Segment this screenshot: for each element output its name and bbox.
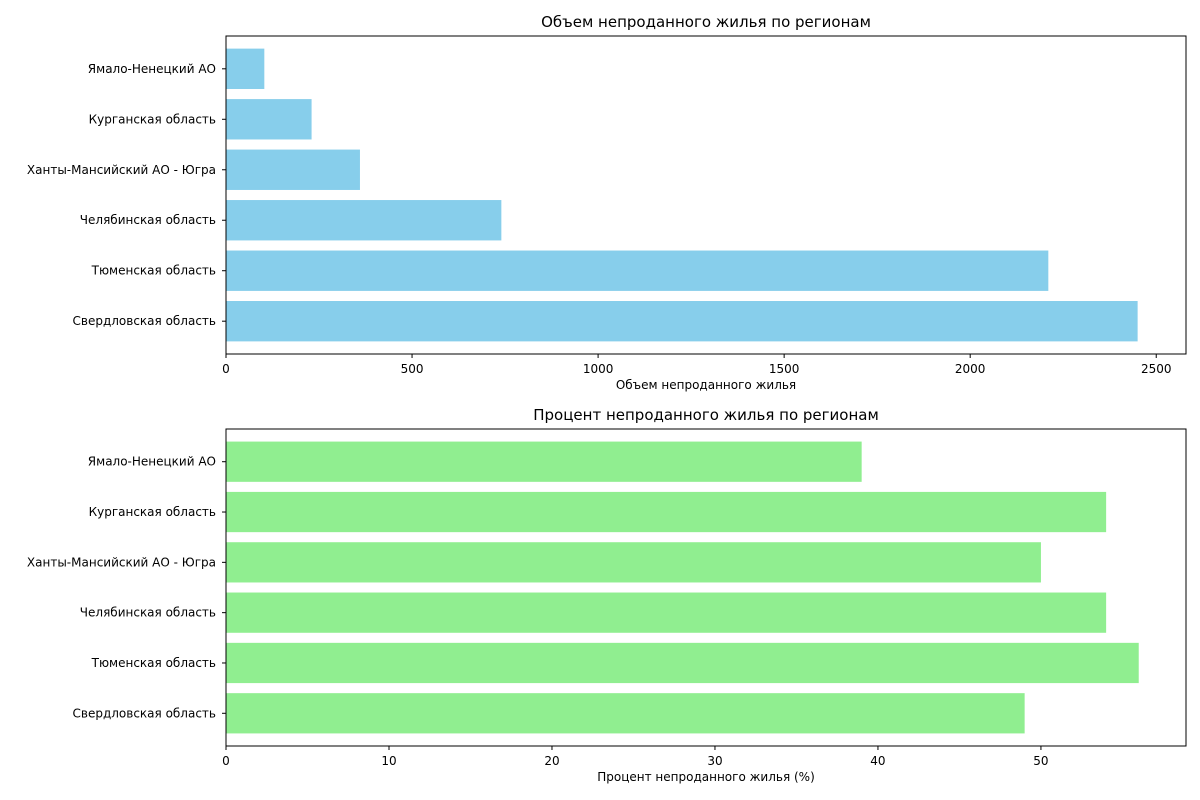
volume-x-ticks: 0 500 1000 1500 2000 2500	[222, 354, 1172, 376]
percent-x-ticks: 0 10 20 30 40 50	[222, 746, 1049, 768]
percent-x-tick-label-2: 20	[544, 754, 559, 768]
volume-bar-5	[226, 48, 265, 89]
volume-x-tick-label-1: 500	[401, 362, 424, 376]
percent-x-tick-label-3: 30	[707, 754, 722, 768]
volume-y-tick-label-4: Курганская область	[89, 112, 216, 126]
volume-bar-1	[226, 250, 1049, 291]
percent-x-axis-label: Процент непроданного жилья (%)	[597, 770, 815, 784]
percent-bars	[226, 441, 1139, 734]
percent-chart: Процент непроданного жилья по регионам С…	[27, 406, 1187, 784]
percent-y-ticks: Свердловская область Тюменская область Чел…	[27, 455, 226, 720]
volume-x-tick-label-2: 1000	[583, 362, 614, 376]
volume-y-ticks: Свердловская область Тюменская область Чел…	[27, 62, 226, 328]
percent-bar-5	[226, 441, 862, 482]
volume-y-tick-label-1: Тюменская область	[91, 264, 216, 278]
percent-bar-3	[226, 542, 1041, 583]
percent-y-tick-label-1: Тюменская область	[91, 656, 216, 670]
volume-x-axis-label: Объем непроданного жилья	[616, 378, 796, 392]
volume-bar-0	[226, 301, 1138, 342]
percent-x-tick-label-1: 10	[381, 754, 396, 768]
percent-bar-2	[226, 592, 1107, 633]
volume-x-tick-label-5: 2500	[1141, 362, 1172, 376]
percent-y-tick-label-5: Ямало-Ненецкий АО	[88, 455, 216, 469]
percent-bar-4	[226, 491, 1107, 533]
volume-x-tick-label-4: 2000	[955, 362, 986, 376]
volume-x-tick-label-0: 0	[222, 362, 230, 376]
percent-chart-title: Процент непроданного жилья по регионам	[533, 406, 879, 424]
percent-y-tick-label-3: Ханты-Мансийский АО - Югра	[27, 555, 216, 569]
volume-chart-title: Объем непроданного жилья по регионам	[541, 13, 871, 31]
percent-y-tick-label-0: Свердловская область	[73, 706, 217, 720]
percent-y-tick-label-2: Челябинская область	[80, 606, 216, 620]
percent-x-tick-label-0: 0	[222, 754, 230, 768]
volume-x-tick-label-3: 1500	[769, 362, 800, 376]
volume-bars	[226, 48, 1138, 342]
volume-chart: Объем непроданного жилья по регионам Све…	[27, 13, 1187, 392]
percent-bar-1	[226, 642, 1139, 684]
volume-y-tick-label-2: Челябинская область	[80, 213, 216, 227]
percent-y-tick-label-4: Курганская область	[89, 505, 216, 519]
volume-axes-frame	[225, 35, 1187, 355]
percent-x-tick-label-4: 40	[870, 754, 885, 768]
volume-bar-2	[226, 200, 502, 241]
volume-y-tick-label-0: Свердловская область	[73, 314, 217, 328]
percent-x-tick-label-5: 50	[1033, 754, 1048, 768]
volume-y-tick-label-5: Ямало-Ненецкий АО	[88, 62, 216, 76]
volume-bar-3	[226, 149, 360, 190]
volume-bar-4	[226, 99, 312, 140]
percent-bar-0	[226, 693, 1025, 734]
percent-axes-frame	[225, 428, 1187, 747]
volume-y-tick-label-3: Ханты-Мансийский АО - Югра	[27, 163, 216, 177]
